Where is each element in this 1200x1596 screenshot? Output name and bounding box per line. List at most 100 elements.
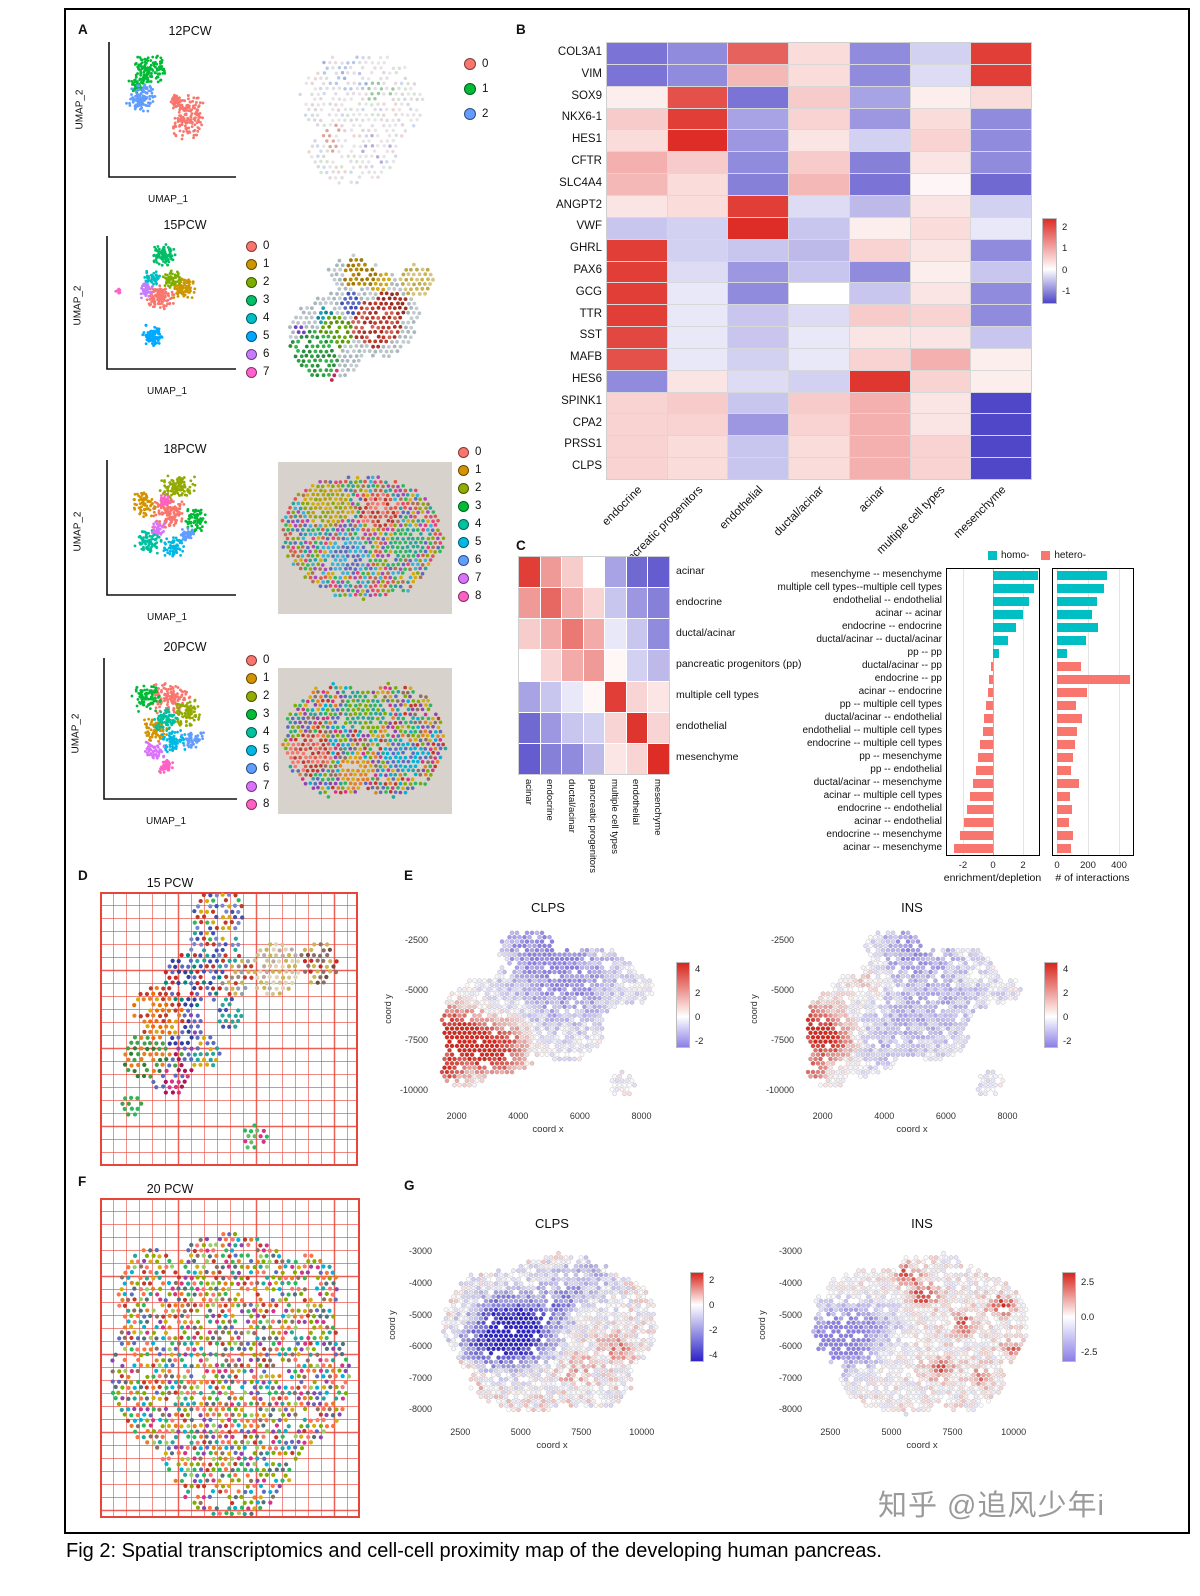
y-tick-label: -6000 — [408, 1341, 432, 1352]
y-tick-label: -10000 — [765, 1085, 794, 1095]
feature-title-ins-15pcw: INS — [901, 900, 923, 915]
y-tick-label: -3000 — [778, 1246, 802, 1257]
heatmap-cell — [667, 392, 728, 414]
pair-label: endocrine -- multiple cell types — [806, 738, 942, 749]
colorbar-gradient — [690, 1272, 704, 1362]
gene-label: CFTR — [571, 154, 602, 167]
interaction-count-bar — [1057, 792, 1071, 801]
colorbar-gradient — [1044, 962, 1058, 1048]
interaction-count-bar — [1057, 701, 1076, 710]
cluster-color-dot — [458, 536, 469, 548]
matrix-cell — [648, 588, 669, 619]
pair-label: endocrine -- mesenchyme — [826, 829, 942, 840]
heatmap-cell — [607, 283, 667, 305]
cluster-label: 0 — [475, 446, 482, 458]
cluster-color-dot — [246, 258, 257, 270]
interaction-count-bar — [1057, 753, 1073, 762]
heatmap-cell — [971, 152, 1031, 174]
gene-label: SST — [579, 329, 602, 342]
cluster-legend-item: 5 — [246, 330, 269, 342]
cluster-legend-item: 6 — [458, 554, 481, 566]
grid-line — [1022, 569, 1024, 855]
matrix-cell — [519, 557, 540, 588]
enrichment-bar — [980, 740, 993, 749]
cluster-label: 6 — [263, 762, 270, 774]
heatmap-cell — [789, 86, 849, 108]
heatmap-cell — [607, 348, 667, 370]
gene-label: PAX6 — [573, 263, 602, 276]
y-tick-label: -6000 — [778, 1341, 802, 1352]
enrichment-bar — [982, 727, 993, 736]
gene-label: HES1 — [571, 133, 602, 146]
feature-title-clps-20pcw: CLPS — [535, 1216, 569, 1231]
cluster-legend-item: 6 — [246, 762, 269, 774]
heatmap-cell — [728, 174, 789, 195]
legend-swatch — [1041, 551, 1051, 560]
interaction-count-bar — [1057, 571, 1107, 580]
gene-label: CPA2 — [572, 416, 602, 429]
pair-label: mesenchyme -- mesenchyme — [810, 569, 942, 580]
cluster-legend-15pcw: 0 1 2 3 4 5 6 7 — [246, 240, 269, 384]
heatmap-cell — [971, 436, 1031, 458]
gene-label: GCG — [575, 285, 602, 298]
y-tick-label: -7000 — [778, 1372, 802, 1383]
heatmap-cell — [849, 64, 910, 86]
heatmap-cell — [728, 370, 789, 392]
matrix-row-label: endothelial — [676, 719, 727, 732]
heatmap-cell — [971, 174, 1031, 195]
cluster-legend-item: 2 — [246, 276, 269, 288]
coord-y-label: coord y — [387, 1310, 397, 1340]
heatmap-cell — [849, 305, 910, 327]
y-tick-label: -5000 — [408, 1309, 432, 1320]
panel-label-f: F — [78, 1174, 87, 1189]
x-tick-label: 10000 — [1001, 1427, 1027, 1437]
cluster-color-dot — [246, 762, 257, 774]
cluster-color-dot — [246, 690, 257, 702]
heatmap-cell — [910, 86, 971, 108]
cluster-legend-item: 5 — [246, 744, 269, 756]
heatmap-cell — [789, 370, 849, 392]
gene-label: HES6 — [571, 372, 602, 385]
y-tick-label: -8000 — [778, 1404, 802, 1415]
heatmap-cell — [728, 458, 789, 479]
interaction-count-bar — [1057, 675, 1130, 684]
heatmap-cell — [910, 283, 971, 305]
matrix-cell — [648, 557, 669, 588]
interaction-count-bar — [1057, 610, 1092, 619]
cluster-legend-item: 1 — [246, 258, 269, 270]
heatmap-cell — [971, 43, 1031, 64]
gene-label: ANGPT2 — [555, 198, 602, 211]
matrix-cell — [519, 743, 540, 774]
matrix-cell — [605, 743, 626, 774]
pair-label: pp -- endothelial — [870, 764, 942, 775]
matrix-cell — [583, 619, 605, 650]
heatmap-cell — [667, 370, 728, 392]
matrix-cell — [626, 681, 648, 712]
interaction-count-bar — [1057, 584, 1104, 593]
matrix-cell — [605, 650, 626, 681]
heatmap-cell — [849, 217, 910, 239]
colorbar-tick-label: 2 — [695, 988, 701, 1000]
cluster-legend-item: 4 — [458, 518, 481, 530]
interaction-count-bar — [1057, 714, 1082, 723]
enrichment-bar-chart: -2 0 2 — [946, 568, 1040, 871]
heatmap-cell — [910, 64, 971, 86]
legend-item: homo- — [988, 550, 1029, 561]
heatmap-cell — [849, 327, 910, 348]
cluster-legend-item: 2 — [464, 108, 488, 120]
cluster-color-dot — [246, 708, 257, 720]
heatmap-cell — [667, 195, 728, 217]
cluster-color-dot — [464, 58, 476, 70]
panel-label-c: C — [516, 538, 526, 553]
coord-x-label: coord x — [536, 1440, 568, 1451]
heatmap-cell — [607, 239, 667, 261]
matrix-col-label: endothelial — [630, 779, 642, 825]
heatmap-cell — [910, 195, 971, 217]
cluster-label: 1 — [263, 258, 270, 270]
pair-label: pp -- mesenchyme — [859, 751, 942, 762]
matrix-cell — [540, 650, 562, 681]
coord-y-label: coord y — [757, 1310, 767, 1340]
visium-grid-15pcw — [100, 892, 358, 1166]
visium-grid-20pcw — [100, 1198, 360, 1518]
gene-label: COL3A1 — [557, 46, 602, 58]
